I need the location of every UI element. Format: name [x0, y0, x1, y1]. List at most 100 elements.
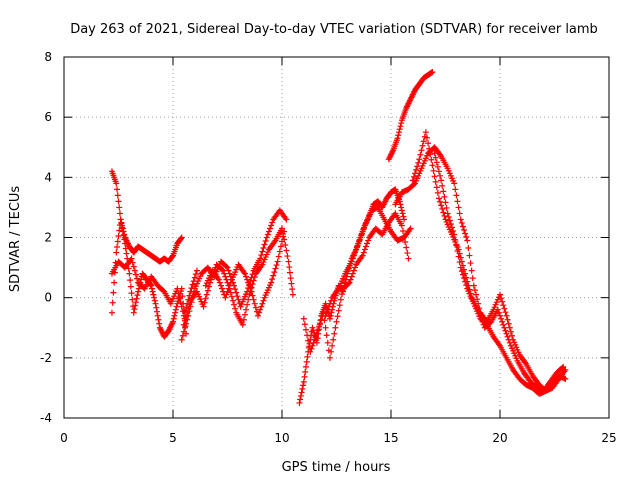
- data-point: [264, 231, 271, 238]
- data-point: [272, 265, 279, 272]
- x-tick-label: 20: [492, 431, 507, 445]
- data-point: [191, 274, 198, 281]
- data-point: [269, 276, 276, 283]
- data-point: [148, 285, 155, 292]
- data-point: [360, 225, 367, 232]
- data-point: [192, 271, 199, 278]
- data-point: [177, 299, 184, 306]
- data-point: [398, 207, 405, 214]
- data-point: [127, 277, 134, 284]
- data-point: [128, 255, 135, 262]
- data-point: [178, 336, 185, 343]
- series-sat-j: [385, 69, 436, 163]
- data-point: [227, 289, 234, 296]
- data-point: [466, 252, 473, 259]
- data-point: [433, 184, 440, 191]
- data-point: [172, 309, 179, 316]
- data-point: [271, 269, 278, 276]
- data-point: [462, 230, 469, 237]
- data-point: [219, 285, 226, 292]
- data-point: [398, 222, 405, 229]
- data-point: [205, 283, 212, 290]
- data-point: [352, 249, 359, 256]
- data-point: [325, 303, 332, 310]
- data-point: [239, 321, 246, 328]
- data-point: [438, 177, 445, 184]
- data-point: [204, 287, 211, 294]
- data-point: [297, 392, 304, 399]
- data-point: [180, 328, 187, 335]
- data-point: [303, 358, 310, 365]
- data-point: [283, 247, 290, 254]
- data-point: [431, 150, 438, 157]
- data-point: [329, 342, 336, 349]
- data-point: [359, 228, 366, 235]
- data-point: [228, 293, 235, 300]
- data-point: [286, 264, 293, 271]
- data-point: [422, 129, 429, 136]
- data-point: [252, 304, 259, 311]
- data-point: [398, 204, 405, 211]
- data-point: [130, 309, 137, 316]
- data-point: [445, 213, 452, 220]
- data-point: [302, 326, 309, 333]
- data-point: [300, 378, 307, 385]
- x-tick-label: 10: [274, 431, 289, 445]
- data-point: [120, 232, 127, 239]
- data-point: [420, 138, 427, 145]
- data-point: [437, 198, 444, 205]
- data-point: [285, 258, 292, 265]
- data-point: [429, 162, 436, 169]
- data-point: [260, 297, 267, 304]
- y-tick-label: -4: [40, 411, 52, 425]
- data-point: [399, 210, 406, 217]
- data-point: [245, 296, 252, 303]
- data-point: [110, 289, 117, 296]
- data-point: [463, 282, 470, 289]
- data-point: [215, 276, 222, 283]
- data-point: [506, 339, 513, 346]
- data-point: [417, 151, 424, 158]
- data-point: [447, 220, 454, 227]
- data-point: [148, 282, 155, 289]
- data-point: [419, 142, 426, 149]
- data-point: [425, 140, 432, 147]
- data-point: [132, 302, 139, 309]
- data-point: [464, 237, 471, 244]
- data-point: [350, 252, 357, 259]
- data-point: [226, 282, 233, 289]
- data-point: [132, 271, 139, 278]
- data-point: [331, 330, 338, 337]
- data-point: [328, 297, 335, 304]
- y-tick-label: 8: [44, 50, 52, 64]
- data-point: [437, 172, 444, 179]
- data-point: [138, 276, 145, 283]
- data-point: [129, 259, 136, 266]
- data-point: [130, 263, 137, 270]
- data-point: [301, 321, 308, 328]
- data-point: [446, 217, 453, 224]
- y-tick-label: 4: [44, 170, 52, 184]
- data-point: [444, 210, 451, 217]
- y-tick-labels: -4 -2 0 2 4 6 8: [40, 50, 52, 425]
- data-point: [336, 302, 343, 309]
- data-point: [456, 259, 463, 266]
- data-point: [326, 300, 333, 307]
- data-point: [282, 242, 289, 249]
- data-point: [259, 248, 266, 255]
- data-point: [302, 363, 309, 370]
- data-point: [187, 288, 194, 295]
- data-point: [409, 177, 416, 184]
- data-point: [134, 292, 141, 299]
- data-point: [468, 267, 475, 274]
- data-point: [262, 238, 269, 245]
- data-point: [397, 201, 404, 208]
- data-point: [250, 296, 257, 303]
- data-point: [502, 327, 509, 334]
- data-point: [497, 312, 503, 319]
- data-point: [456, 210, 463, 217]
- data-point: [395, 132, 402, 139]
- data-point: [231, 301, 238, 308]
- x-tick-label: 0: [60, 431, 68, 445]
